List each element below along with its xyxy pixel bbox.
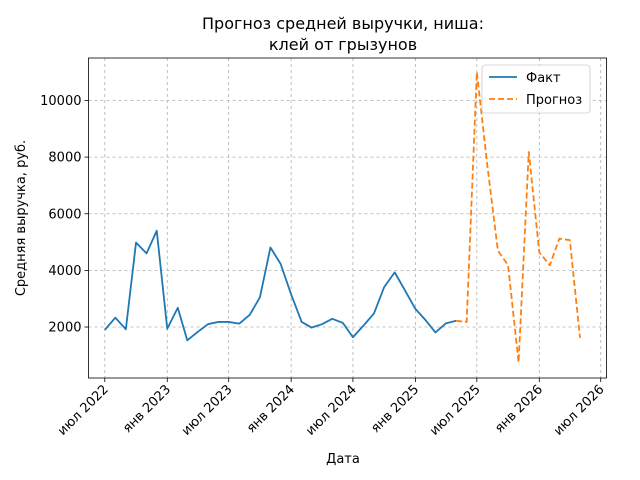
legend: Факт Прогноз bbox=[481, 64, 591, 114]
series-lines bbox=[104, 71, 581, 364]
chart-title-line-2: клей от грызунов bbox=[269, 35, 417, 54]
y-tick-label: 4000 bbox=[48, 264, 81, 279]
y-axis-label: Средняя выручка, руб. bbox=[14, 140, 29, 296]
chart-title-line-1: Прогноз средней выручки, ниша: bbox=[202, 14, 484, 33]
legend-label-forecast: Прогноз bbox=[526, 93, 582, 108]
x-axis-label: Дата bbox=[326, 452, 360, 467]
plot-frame bbox=[88, 57, 607, 379]
series-line-forecast bbox=[456, 71, 581, 364]
y-tick-label: 2000 bbox=[48, 321, 81, 336]
grid bbox=[88, 58, 607, 378]
y-tick-label: 8000 bbox=[48, 151, 81, 166]
series-line-fact bbox=[104, 229, 457, 342]
legend-label-fact: Факт bbox=[526, 71, 561, 86]
y-tick-label: 10000 bbox=[40, 94, 81, 109]
y-tick-label: 6000 bbox=[48, 207, 81, 222]
